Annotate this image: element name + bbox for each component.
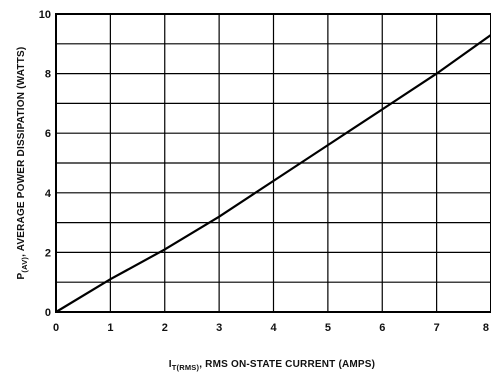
y-axis-title: P(AV), AVERAGE POWER DISSIPATION (WATTS) [16,47,29,280]
x-tick-label: 6 [379,322,385,334]
y-tick-label: 0 [45,307,51,319]
plot-frame [55,13,491,313]
plot-border [55,13,491,313]
x-axis-title: IT(RMS), RMS ON-STATE CURRENT (AMPS) [169,359,375,372]
x-tick-label: 1 [107,322,113,334]
y-tick-labels: 0 2 4 6 8 10 [39,9,52,319]
y-axis-symbol: P [16,272,27,279]
y-tick-label: 2 [45,247,51,259]
x-axis-symbol: I [169,359,172,370]
y-tick-label: 4 [45,188,52,200]
x-tick-label: 3 [216,322,222,334]
series-line [55,33,491,313]
x-tick-labels: 0 1 2 3 4 5 6 7 8 [53,322,489,334]
x-axis-rest: , RMS ON-STATE CURRENT (AMPS) [199,359,375,370]
y-axis-subscript: (AV) [20,257,29,273]
y-axis-rest: , AVERAGE POWER DISSIPATION (WATTS) [16,47,27,257]
y-tick-label: 10 [39,9,51,21]
y-tick-label: 6 [45,128,51,140]
y-tick-label: 8 [45,69,51,81]
x-tick-label: 8 [483,322,489,334]
x-tick-label: 4 [270,322,277,334]
series-layer [55,33,491,313]
x-tick-label: 7 [434,322,440,334]
x-tick-label: 2 [162,322,168,334]
x-tick-label: 0 [53,322,59,334]
x-axis-subscript: T(RMS) [172,363,200,372]
x-tick-label: 5 [325,322,331,334]
grid [56,14,491,312]
